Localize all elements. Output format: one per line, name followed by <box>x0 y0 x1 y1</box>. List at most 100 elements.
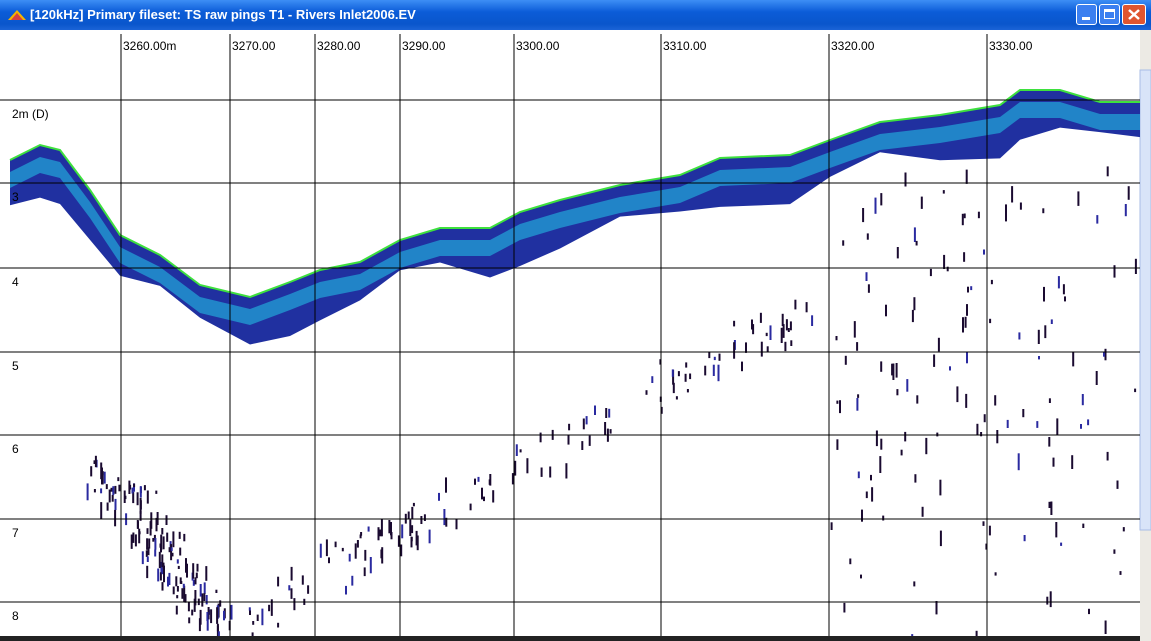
echo-speck <box>610 429 612 434</box>
echo-speck <box>980 432 982 436</box>
echo-speck <box>1114 265 1116 277</box>
echo-speck <box>163 566 165 583</box>
echo-speck <box>885 305 887 317</box>
echo-speck <box>1080 424 1082 429</box>
echo-speck <box>876 431 878 447</box>
echo-speck <box>200 584 202 597</box>
echo-speck <box>943 190 945 194</box>
echo-speck <box>197 564 199 572</box>
echo-speck <box>216 607 218 624</box>
echo-speck <box>291 567 293 581</box>
echo-speck <box>249 607 251 610</box>
echo-speck <box>646 390 648 395</box>
echo-speck <box>249 611 251 616</box>
echo-speck <box>892 364 894 381</box>
echo-speck <box>137 492 139 505</box>
echo-speck <box>1134 389 1136 393</box>
echo-speck <box>135 534 137 546</box>
distance-label: 3320.00 <box>831 39 875 53</box>
maximize-button[interactable] <box>1099 4 1120 25</box>
echo-speck <box>166 515 168 525</box>
echo-speck <box>586 416 588 424</box>
echo-speck <box>349 554 351 562</box>
echo-speck <box>1048 437 1050 447</box>
echo-speck <box>194 590 196 605</box>
echo-speck <box>1060 543 1062 546</box>
echo-speck <box>905 173 907 187</box>
echo-speck <box>913 297 915 310</box>
echo-speck <box>672 369 674 376</box>
echo-speck <box>1038 330 1040 344</box>
echo-speck <box>1046 597 1048 605</box>
echo-speck <box>1036 421 1038 428</box>
title-bar: [120kHz] Primary fileset: TS raw pings T… <box>0 0 1151 30</box>
echo-speck <box>867 233 869 239</box>
echo-speck <box>420 516 422 524</box>
echo-speck <box>733 321 735 327</box>
echo-speck <box>381 520 383 537</box>
echo-speck <box>741 362 743 372</box>
echo-speck <box>1103 353 1105 357</box>
depth-label: 5 <box>12 359 19 373</box>
echo-speck <box>138 529 140 544</box>
echo-speck <box>989 526 991 536</box>
echo-speck <box>176 606 178 615</box>
echo-speck <box>166 533 168 542</box>
depth-label: 3 <box>12 190 19 204</box>
echo-speck <box>718 365 720 382</box>
echo-speck <box>784 342 786 351</box>
echo-speck <box>939 480 941 496</box>
app-icon <box>7 7 27 23</box>
echo-speck <box>413 503 415 506</box>
echo-speck <box>302 575 304 584</box>
echo-speck <box>1044 325 1046 338</box>
minimize-button[interactable] <box>1076 4 1097 25</box>
echo-speck <box>114 510 116 526</box>
close-button[interactable] <box>1122 4 1146 25</box>
echo-speck <box>102 471 104 485</box>
echo-speck <box>148 539 150 549</box>
distance-label: 3290.00 <box>402 39 446 53</box>
echo-speck <box>956 386 958 402</box>
echo-speck <box>112 495 114 502</box>
echo-speck <box>345 586 347 595</box>
echo-speck <box>589 436 591 446</box>
echo-speck <box>868 284 870 293</box>
echo-speck <box>922 507 924 517</box>
echo-speck <box>411 537 413 541</box>
echo-speck <box>1043 287 1045 302</box>
echo-speck <box>914 474 916 482</box>
echo-speck <box>916 241 918 246</box>
echo-speck <box>200 610 202 625</box>
echo-speck <box>146 538 148 550</box>
echo-speck <box>133 484 135 488</box>
depth-label: 6 <box>12 442 19 456</box>
echo-speck <box>870 475 872 481</box>
echo-speck <box>364 567 366 576</box>
echo-speck <box>995 572 997 575</box>
echo-speck <box>261 609 263 626</box>
echo-speck <box>896 363 898 378</box>
echo-speck <box>364 550 366 561</box>
echo-speck <box>147 491 149 504</box>
echo-speck <box>204 582 206 594</box>
echo-speck <box>994 395 996 405</box>
echo-speck <box>1077 191 1079 206</box>
echo-speck <box>154 538 156 550</box>
echo-speck <box>794 300 796 310</box>
echo-speck <box>541 468 543 477</box>
echo-speck <box>217 626 219 632</box>
echo-speck <box>1053 458 1055 467</box>
echo-speck <box>966 170 968 184</box>
echo-speck <box>185 594 187 603</box>
echo-speck <box>856 398 858 411</box>
echo-speck <box>1071 455 1073 469</box>
echo-speck <box>689 374 691 380</box>
echo-speck <box>751 320 753 330</box>
echo-speck <box>880 439 882 450</box>
echo-speck <box>94 489 96 492</box>
echo-speck <box>880 361 882 371</box>
echo-speck <box>1005 204 1007 221</box>
echo-speck <box>685 362 687 367</box>
echo-speck <box>704 366 706 376</box>
